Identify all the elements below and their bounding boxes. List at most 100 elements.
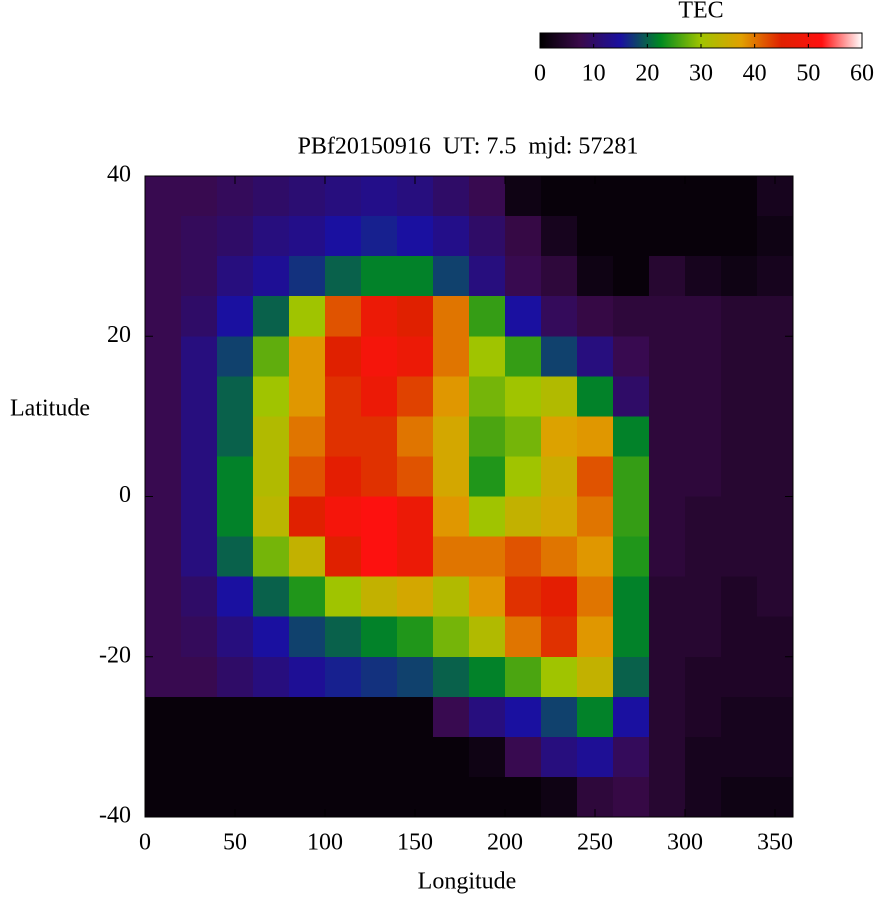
heatmap-cell bbox=[289, 496, 326, 538]
heatmap-cell bbox=[649, 696, 686, 738]
heatmap-cell bbox=[649, 456, 686, 498]
heatmap-cell bbox=[685, 376, 722, 417]
heatmap-cell bbox=[649, 776, 686, 818]
heatmap-cell bbox=[433, 536, 470, 578]
heatmap-cell bbox=[433, 496, 470, 538]
heatmap-cell bbox=[433, 456, 470, 498]
heatmap-cell bbox=[397, 696, 434, 738]
heatmap-cell bbox=[577, 496, 614, 538]
heatmap-cell bbox=[757, 656, 794, 698]
heatmap-cell bbox=[145, 576, 182, 618]
heatmap-cell bbox=[613, 736, 650, 778]
heatmap-cell bbox=[505, 616, 542, 658]
heatmap-cell bbox=[721, 616, 758, 658]
heatmap-cell bbox=[145, 776, 182, 818]
heatmap-cell bbox=[649, 296, 686, 337]
heatmap-cell bbox=[325, 176, 362, 217]
y-tick-label: 0 bbox=[119, 482, 131, 508]
heatmap-cell bbox=[217, 456, 254, 498]
heatmap-cell bbox=[505, 456, 542, 498]
heatmap-cell bbox=[181, 536, 218, 578]
heatmap-cell bbox=[649, 536, 686, 578]
heatmap-cell bbox=[217, 576, 254, 618]
heatmap-cell bbox=[361, 256, 398, 297]
heatmap-cell bbox=[433, 416, 470, 458]
heatmap-cell bbox=[181, 256, 218, 297]
heatmap-cell bbox=[289, 336, 326, 377]
heatmap-cell bbox=[577, 536, 614, 578]
heatmap-cell bbox=[181, 616, 218, 658]
x-tick-label: 200 bbox=[487, 830, 523, 856]
heatmap-cell bbox=[181, 336, 218, 377]
heatmap-cell bbox=[253, 376, 290, 417]
x-tick-label: 350 bbox=[757, 830, 793, 856]
heatmap-cell bbox=[289, 456, 326, 498]
heatmap-cell bbox=[217, 616, 254, 658]
heatmap-cell bbox=[361, 456, 398, 498]
heatmap-cell bbox=[397, 336, 434, 377]
x-tick-label: 0 bbox=[139, 830, 151, 856]
heatmap-cell bbox=[685, 296, 722, 337]
heatmap-cell bbox=[325, 496, 362, 538]
heatmap-cell bbox=[721, 496, 758, 538]
heatmap-cell bbox=[721, 296, 758, 337]
heatmap-cell bbox=[145, 296, 182, 337]
heatmap-cell bbox=[505, 256, 542, 297]
heatmap-cell bbox=[217, 336, 254, 377]
heatmap-cell bbox=[469, 776, 506, 818]
heatmap-cell bbox=[685, 416, 722, 458]
heatmap-cell bbox=[289, 376, 326, 417]
heatmap-cell bbox=[541, 296, 578, 337]
heatmap-cell bbox=[361, 296, 398, 337]
heatmap-cell bbox=[397, 376, 434, 417]
heatmap-cell bbox=[541, 256, 578, 297]
heatmap-cell bbox=[325, 456, 362, 498]
heatmap-cell bbox=[541, 656, 578, 698]
heatmap-cell bbox=[613, 696, 650, 738]
heatmap-cell bbox=[397, 456, 434, 498]
heatmap-cell bbox=[145, 696, 182, 738]
heatmap-cell bbox=[253, 416, 290, 458]
heatmap-cell bbox=[757, 296, 794, 337]
heatmap-cell bbox=[145, 176, 182, 217]
heatmap-cell bbox=[145, 256, 182, 297]
heatmap-cell bbox=[613, 576, 650, 618]
heatmap-cell bbox=[469, 616, 506, 658]
heatmap-cell bbox=[253, 616, 290, 658]
heatmap-cell bbox=[181, 736, 218, 778]
heatmap-cell bbox=[181, 496, 218, 538]
heatmap-cell bbox=[685, 656, 722, 698]
heatmap-cell bbox=[181, 456, 218, 498]
x-tick-label: 300 bbox=[667, 830, 703, 856]
heatmap-cell bbox=[577, 656, 614, 698]
heatmap-cell bbox=[541, 736, 578, 778]
colorbar-tick-label: 10 bbox=[582, 61, 606, 87]
heatmap-cell bbox=[253, 736, 290, 778]
heatmap-cell bbox=[757, 576, 794, 618]
heatmap-cell bbox=[469, 336, 506, 377]
heatmap-cell bbox=[361, 496, 398, 538]
heatmap-cell bbox=[397, 496, 434, 538]
heatmap-cell bbox=[217, 656, 254, 698]
heatmap-cell bbox=[469, 576, 506, 618]
heatmap-cell bbox=[361, 376, 398, 417]
heatmap-cell bbox=[685, 616, 722, 658]
heatmap-cell bbox=[325, 736, 362, 778]
heatmap-cell bbox=[757, 256, 794, 297]
heatmap-cell bbox=[757, 536, 794, 578]
heatmap-cell bbox=[325, 416, 362, 458]
heatmap-cell bbox=[757, 696, 794, 738]
heatmap-cell bbox=[541, 456, 578, 498]
heatmap-cell bbox=[289, 536, 326, 578]
heatmap-cell bbox=[469, 736, 506, 778]
heatmap-cell bbox=[289, 656, 326, 698]
heatmap-cell bbox=[757, 496, 794, 538]
heatmap-cell bbox=[361, 656, 398, 698]
heatmap-cell bbox=[181, 696, 218, 738]
heatmap-cell bbox=[613, 776, 650, 818]
heatmap-cell bbox=[613, 616, 650, 658]
heatmap-cell bbox=[505, 496, 542, 538]
heatmap-cell bbox=[217, 296, 254, 337]
heatmap-cell bbox=[253, 576, 290, 618]
